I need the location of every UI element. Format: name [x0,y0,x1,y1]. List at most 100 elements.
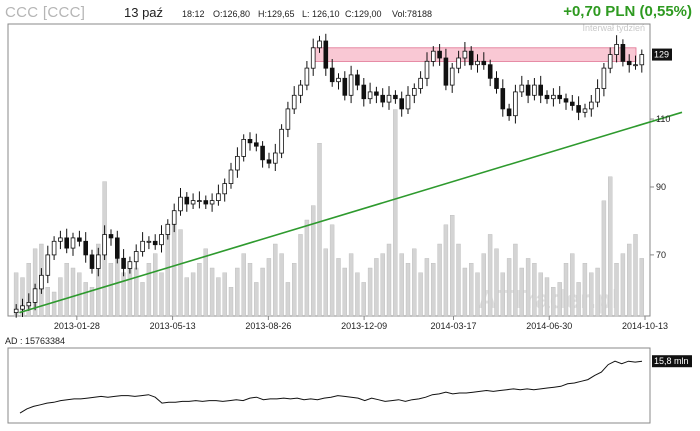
candle-body [133,251,139,263]
volume-bar [582,263,588,317]
candle-body [247,138,253,144]
volume-bar [456,243,461,317]
candle-body [361,84,367,100]
volume-bar [570,253,575,317]
candle-body [70,237,76,249]
volume-bar [254,282,259,317]
quote-date: 13 paź [124,5,164,20]
ad-indicator-label: AD : 15763384 [5,336,66,346]
candle-body [576,105,581,113]
quote-low: L: 126,10 [302,9,340,19]
volume-bar [203,248,208,317]
volume-bar [386,243,392,317]
volume-bar [285,282,291,317]
x-tick-label: 2013-08-26 [245,321,291,331]
candle-body [96,254,101,269]
volume-bar [437,243,442,317]
candle-body [393,94,398,100]
candle-body [411,88,417,96]
candle-body [102,234,107,256]
candle-body [500,88,506,110]
volume-bar [639,258,644,317]
candle-body [298,84,303,96]
volume-bar [159,272,164,317]
candle-body [367,91,373,100]
candle-body [355,74,360,86]
candle-body [253,142,259,147]
volume-bar [140,282,145,317]
candle-body [437,50,442,59]
candle-body [108,234,114,239]
ad-plot-frame [7,347,651,424]
volume-bar [235,267,240,317]
quote-time: 18:12 [182,9,205,19]
candle-body [222,183,228,195]
x-tick-label: 2013-01-28 [54,321,100,331]
candle-body [601,67,607,89]
volume-bar [279,253,284,317]
candle-body [336,77,341,83]
candle-body [266,159,272,164]
candle-body [45,254,51,276]
candle-body [197,200,202,203]
candle-body [424,60,430,79]
candle-body [140,240,145,252]
volume-bar [405,263,411,317]
candle-body [614,44,619,56]
volume-bar [121,272,126,317]
candle-body [519,84,525,93]
volume-bar [115,258,120,317]
volume-bar [222,272,227,317]
last-price-label: 129 [654,50,669,60]
candle-body [633,64,638,67]
candle-body [165,223,171,235]
candle-body [241,138,247,157]
candle-body [77,237,82,242]
volume-bar [304,219,310,317]
volume-bar [576,282,581,317]
volume-bar [367,267,373,317]
candle-body [178,196,183,212]
volume-bar [601,200,607,317]
volume-bar [431,263,436,317]
ad-line [19,360,643,414]
candle-body [171,210,177,225]
volume-bar [241,253,246,317]
x-tick-label: 2014-06-30 [526,321,572,331]
volume-bar [361,282,366,317]
ad-last-value-label: 15,8 mln [654,356,689,366]
candle-body [121,257,126,269]
volume-bar [424,258,430,317]
volume-bar [443,224,449,317]
volume-bar [342,267,347,317]
candle-body [405,94,411,110]
candle-body [589,101,594,110]
volume-bar [494,248,499,317]
candle-body [506,108,512,117]
volume-bar [336,258,341,317]
y-tick-label: 90 [656,182,666,192]
volume-bar [133,267,139,317]
candle-body [449,67,455,86]
volume-bar [355,272,360,317]
candle-body [323,40,329,69]
candle-body [595,88,600,103]
volume-bar [627,243,632,317]
volume-bar [595,267,600,317]
quote-high: H:129,65 [258,9,295,19]
candle-body [462,50,468,59]
candle-body [115,237,120,259]
quote-close: C:129,00 [345,9,382,19]
candle-body [184,196,190,205]
volume-bar [89,287,95,317]
candle-body [525,84,531,96]
volume-bar [487,234,493,317]
candle-body [475,60,480,66]
candle-body [443,57,449,86]
candle-body [190,200,196,205]
candle-body [557,94,562,100]
candle-body [310,47,316,69]
volume-bar [96,243,101,317]
volume-bar [380,253,385,317]
